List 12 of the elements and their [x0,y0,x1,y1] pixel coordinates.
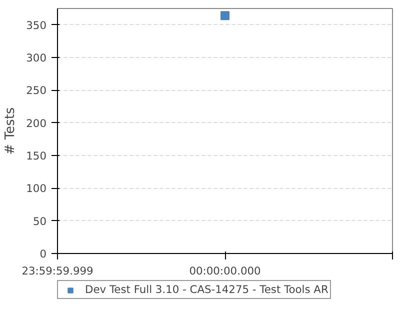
y-tick-label: 0 [40,248,47,260]
x-tick-label: 23:59:59.999 [22,264,94,278]
y-tick-label: 50 [32,214,47,228]
y-axis-title: # Tests [3,107,18,155]
legend-label: Dev Test Full 3.10 - CAS-14275 - Test Tools AR [85,283,328,296]
y-tick-label: 250 [26,84,47,98]
y-tick-label: 350 [26,18,47,32]
y-tick-label: 200 [26,116,47,130]
x-tick-label: 00:00:00.000 [189,264,262,278]
y-tick-label: 300 [26,52,47,64]
y-tick-label: 100 [26,182,47,196]
y-tick-label: 150 [26,150,47,162]
